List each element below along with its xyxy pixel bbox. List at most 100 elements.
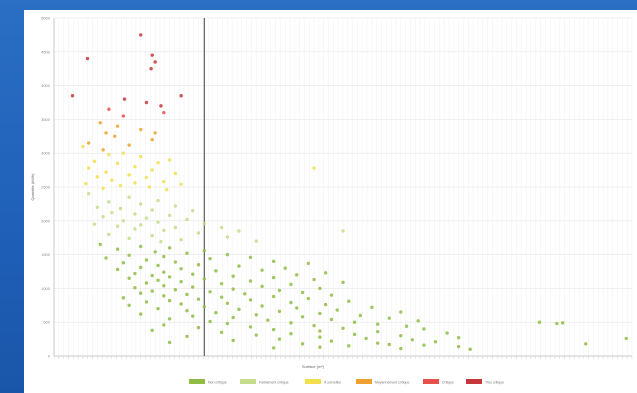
data-point [260, 304, 264, 308]
legend-label: Très critique [485, 380, 504, 384]
data-point [375, 322, 380, 326]
data-point [159, 104, 163, 108]
data-point [101, 186, 105, 191]
data-point [352, 320, 357, 324]
data-point [162, 110, 166, 115]
data-point [118, 183, 123, 188]
data-point [127, 276, 131, 280]
data-point [86, 141, 91, 145]
data-point [70, 94, 75, 98]
data-point [112, 134, 117, 138]
data-point [404, 324, 409, 328]
data-point [98, 242, 102, 247]
legend-label: À surveiller [324, 380, 342, 384]
data-point [300, 290, 305, 295]
y-tick-label: 2500 [41, 185, 51, 190]
data-point [167, 158, 172, 162]
data-point [271, 327, 276, 332]
data-point [306, 296, 311, 301]
data-point [260, 284, 264, 289]
legend-swatch [240, 379, 256, 384]
data-point [468, 347, 472, 351]
data-point [107, 152, 111, 157]
data-point [329, 339, 334, 343]
data-point [162, 283, 166, 288]
data-point [399, 310, 403, 314]
data-point [445, 331, 449, 335]
data-point [277, 337, 282, 341]
data-point [86, 192, 91, 196]
data-point [115, 161, 120, 166]
data-point [179, 302, 183, 306]
legend-swatch [305, 379, 321, 384]
data-point [162, 270, 166, 274]
data-point [289, 282, 293, 287]
data-point [115, 267, 120, 272]
data-point [121, 151, 126, 155]
data-point [537, 320, 542, 324]
data-point [208, 319, 212, 324]
data-point [237, 229, 241, 233]
data-point [144, 300, 149, 304]
data-point [364, 336, 368, 341]
data-point [156, 160, 160, 165]
data-point [248, 255, 253, 260]
data-point [150, 289, 154, 293]
data-point [139, 127, 143, 132]
data-point [86, 166, 91, 170]
data-point [159, 240, 163, 244]
legend-label: Critique [442, 380, 454, 384]
data-point [422, 343, 426, 347]
data-point [225, 235, 230, 239]
data-point [191, 314, 195, 318]
data-point [312, 323, 316, 328]
data-point [289, 300, 293, 305]
data-point [127, 253, 131, 257]
data-point [173, 204, 178, 208]
data-point [139, 154, 143, 159]
data-point [202, 221, 206, 226]
data-point [173, 171, 178, 176]
data-point [110, 178, 114, 182]
data-point [295, 306, 299, 310]
data-point [167, 246, 172, 250]
data-point [237, 307, 241, 312]
data-point [231, 315, 235, 320]
data-point [289, 321, 293, 325]
data-point [214, 311, 218, 315]
data-point [231, 338, 235, 343]
data-point [347, 299, 351, 303]
data-point [107, 232, 111, 237]
data-point [92, 159, 97, 164]
data-point [214, 269, 218, 273]
data-point [341, 326, 345, 330]
data-point [312, 277, 316, 282]
data-point [555, 321, 559, 326]
y-axis-label: Quantité (kWh) [30, 173, 35, 201]
data-point [144, 100, 149, 105]
data-point [196, 263, 201, 267]
data-point [107, 107, 111, 111]
data-point [370, 305, 374, 310]
data-point [133, 212, 137, 216]
data-point [98, 121, 102, 125]
data-point [84, 181, 88, 186]
legend-label: Moyennement critique [375, 380, 409, 384]
data-point [139, 312, 143, 316]
data-point [191, 285, 195, 289]
data-point [185, 309, 189, 313]
data-point [115, 124, 120, 128]
y-tick-label: 3000 [41, 151, 51, 156]
data-point [375, 341, 380, 345]
legend-swatch [423, 379, 439, 384]
data-point [173, 260, 178, 264]
data-point [254, 313, 258, 317]
data-point [127, 236, 131, 241]
data-point [237, 264, 241, 268]
data-point [179, 267, 183, 271]
data-point [121, 296, 126, 300]
data-point [271, 259, 276, 264]
data-point [156, 278, 160, 282]
data-point [191, 208, 195, 213]
data-point [165, 188, 169, 192]
